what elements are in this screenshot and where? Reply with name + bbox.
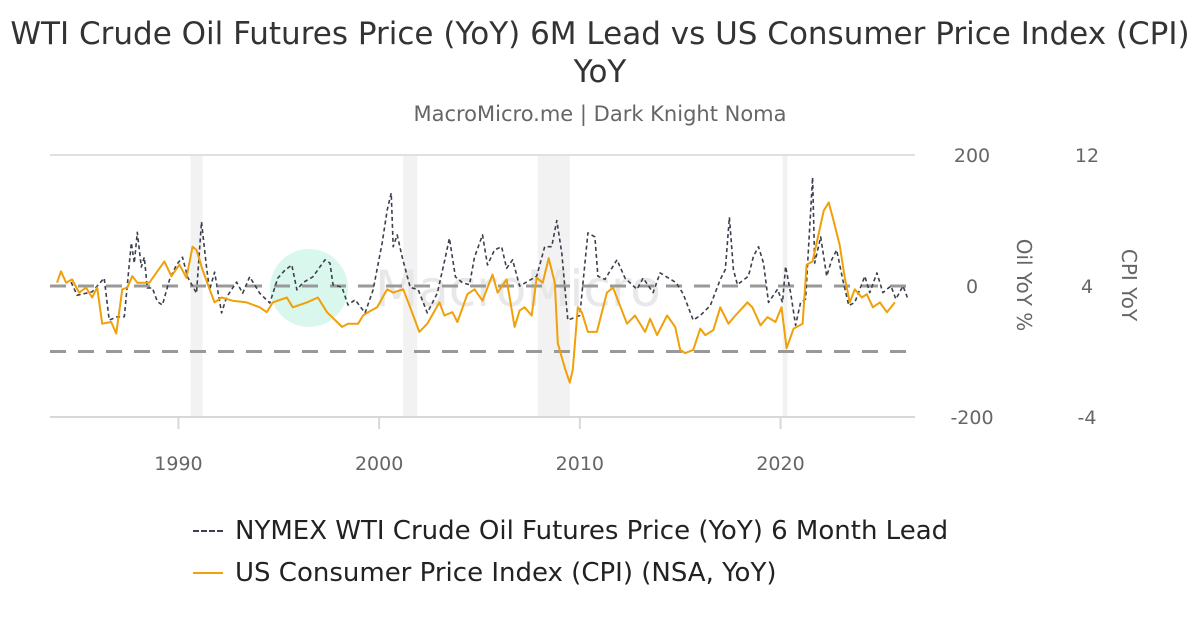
y-left-tick-label: 0: [966, 276, 978, 298]
watermark: MacroMicro: [270, 249, 661, 327]
y-left-tick-label: 200: [954, 145, 990, 167]
legend-item-oil[interactable]: NYMEX WTI Crude Oil Futures Price (YoY) …: [193, 510, 948, 552]
y-left-tick-label: -200: [950, 407, 993, 429]
chart-subtitle: MacroMicro.me | Dark Knight Noma: [413, 102, 787, 126]
x-tick-label: 2000: [355, 453, 403, 475]
x-tick-label: 2010: [556, 453, 604, 475]
watermark-logo-icon: [270, 249, 348, 327]
legend: NYMEX WTI Crude Oil Futures Price (YoY) …: [193, 510, 948, 594]
legend-label-cpi: US Consumer Price Index (CPI) (NSA, YoY): [235, 558, 777, 588]
series-line-cpi: [56, 201, 896, 384]
recession-band: [403, 155, 418, 417]
y-right-axis-label: CPI YoY: [1117, 249, 1141, 322]
legend-swatch-oil: [193, 530, 223, 532]
legend-label-oil: NYMEX WTI Crude Oil Futures Price (YoY) …: [235, 516, 949, 546]
y-right-tick-label: 4: [1081, 276, 1093, 298]
chart-title: WTI Crude Oil Futures Price (YoY) 6M Lea…: [10, 16, 1190, 90]
series-line-oil: [70, 176, 909, 327]
x-tick-label: 1990: [154, 453, 202, 475]
x-tick-label: 2020: [756, 453, 804, 475]
y-right-tick-label: 12: [1075, 145, 1099, 167]
legend-swatch-cpi: [193, 572, 223, 574]
legend-item-cpi[interactable]: US Consumer Price Index (CPI) (NSA, YoY): [193, 552, 948, 594]
y-right-tick-label: -4: [1078, 407, 1097, 429]
watermark-text: MacroMicro: [375, 260, 661, 318]
y-left-axis-label: Oil YoY %: [1012, 239, 1036, 332]
